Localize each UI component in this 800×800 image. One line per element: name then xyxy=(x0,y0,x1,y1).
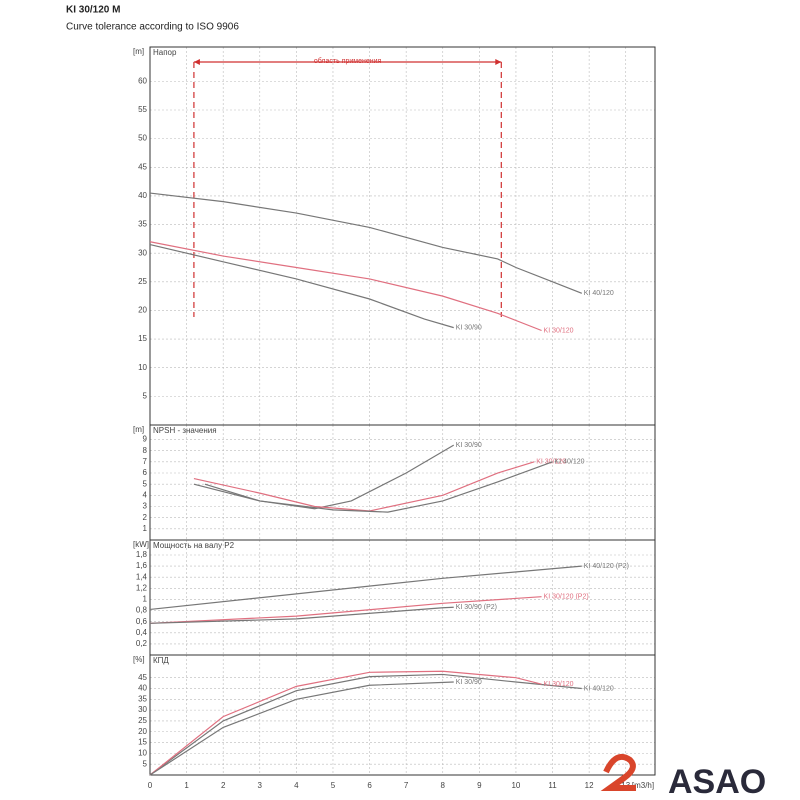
panel-title: Напор xyxy=(153,48,177,57)
panel-frame xyxy=(149,424,656,541)
y-tick-label: 60 xyxy=(138,76,147,85)
y-tick-label: 40 xyxy=(138,191,147,200)
y-tick-label: 1,2 xyxy=(136,583,148,592)
range-label: область применения xyxy=(314,57,382,65)
y-tick-label: 9 xyxy=(143,435,148,444)
y-tick-label: 5 xyxy=(143,759,148,768)
y-tick-label: 20 xyxy=(138,727,147,736)
y-tick-label: 30 xyxy=(138,705,147,714)
title: KI 30/120 M xyxy=(66,5,120,16)
panel-title: КПД xyxy=(153,656,169,665)
curve xyxy=(149,241,542,332)
y-tick-label: 4 xyxy=(143,490,148,499)
y-tick-label: 20 xyxy=(138,306,147,315)
y-tick-label: 0,2 xyxy=(136,639,148,648)
y-tick-label: 0,8 xyxy=(136,606,148,615)
x-tick-label: 11 xyxy=(548,781,557,790)
x-tick-label: 2 xyxy=(221,781,226,790)
series-label: KI 40/120 xyxy=(584,290,614,297)
curve xyxy=(149,681,454,776)
y-tick-label: 15 xyxy=(138,334,147,343)
y-tick-label: 7 xyxy=(143,457,148,466)
y-tick-label: 40 xyxy=(138,684,147,693)
x-label: [m3/h] xyxy=(632,781,654,790)
y-tick-label: 30 xyxy=(138,248,147,257)
x-tick-label: 3 xyxy=(258,781,263,790)
y-tick-label: 6 xyxy=(143,468,148,477)
x-tick-label: 6 xyxy=(367,781,372,790)
series-label: KI 30/90 xyxy=(456,442,482,449)
y-tick-label: 1,4 xyxy=(136,572,148,581)
brand: ASAO xyxy=(668,763,766,800)
y-tick-label: 5 xyxy=(143,479,148,488)
y-tick-label: 1,6 xyxy=(136,561,148,570)
y-unit: [m] xyxy=(133,47,144,56)
y-tick-label: 55 xyxy=(138,105,147,114)
y-tick-label: 35 xyxy=(138,694,147,703)
x-tick-label: 5 xyxy=(331,781,336,790)
x-tick-label: 9 xyxy=(477,781,482,790)
y-tick-label: 15 xyxy=(138,738,147,747)
y-tick-label: 10 xyxy=(138,748,147,757)
y-tick-label: 1 xyxy=(143,595,148,604)
y-tick-label: 45 xyxy=(138,673,147,682)
curve xyxy=(149,244,454,329)
y-tick-label: 25 xyxy=(138,277,147,286)
panel-title: NPSH - значения xyxy=(153,426,217,435)
x-tick-label: 4 xyxy=(294,781,299,790)
x-tick-label: 8 xyxy=(441,781,446,790)
x-tick-label: 10 xyxy=(511,781,520,790)
subtitle: Curve tolerance according to ISO 9906 xyxy=(66,22,239,33)
panel-title: Мощность на валу P2 xyxy=(153,541,235,550)
y-tick-label: 50 xyxy=(138,134,147,143)
panel-frame xyxy=(149,654,656,776)
curve xyxy=(149,670,542,776)
curve xyxy=(149,596,542,624)
y-tick-label: 1 xyxy=(143,524,148,533)
x-tick-label: 12 xyxy=(585,781,594,790)
y-tick-label: 2 xyxy=(143,513,148,522)
y-unit: [%] xyxy=(133,655,145,664)
series-label: KI 30/120 xyxy=(544,681,574,688)
series-label: KI 30/90 (P2) xyxy=(456,604,497,611)
y-tick-label: 35 xyxy=(138,220,147,229)
series-label: KI 30/120 (P2) xyxy=(544,594,589,601)
y-tick-label: 10 xyxy=(138,363,147,372)
curve xyxy=(193,444,455,510)
series-label: KI 40/120 xyxy=(555,459,585,466)
y-tick-label: 3 xyxy=(143,502,148,511)
y-tick-label: 45 xyxy=(138,162,147,171)
series-label: KI 30/90 xyxy=(456,679,482,686)
series-label: KI 40/120 (P2) xyxy=(584,563,629,570)
y-unit: [kW] xyxy=(133,540,149,549)
y-tick-label: 5 xyxy=(143,391,148,400)
x-tick-label: 7 xyxy=(404,781,409,790)
curve xyxy=(149,673,582,776)
series-label: KI 30/90 xyxy=(456,324,482,331)
curve xyxy=(149,565,582,611)
series-label: KI 40/120 xyxy=(584,685,614,692)
y-tick-label: 1,8 xyxy=(136,550,148,559)
y-unit: [m] xyxy=(133,425,144,434)
curve xyxy=(204,461,553,513)
series-label: KI 30/120 xyxy=(544,327,574,334)
y-tick-label: 0,4 xyxy=(136,628,148,637)
y-tick-label: 0,6 xyxy=(136,617,148,626)
curve xyxy=(149,192,583,294)
y-tick-label: 25 xyxy=(138,716,147,725)
x-tick-label: 1 xyxy=(184,781,189,790)
x-tick-label: 0 xyxy=(148,781,153,790)
y-tick-label: 8 xyxy=(143,446,148,455)
curve xyxy=(149,606,454,624)
logo-mark xyxy=(600,754,636,791)
